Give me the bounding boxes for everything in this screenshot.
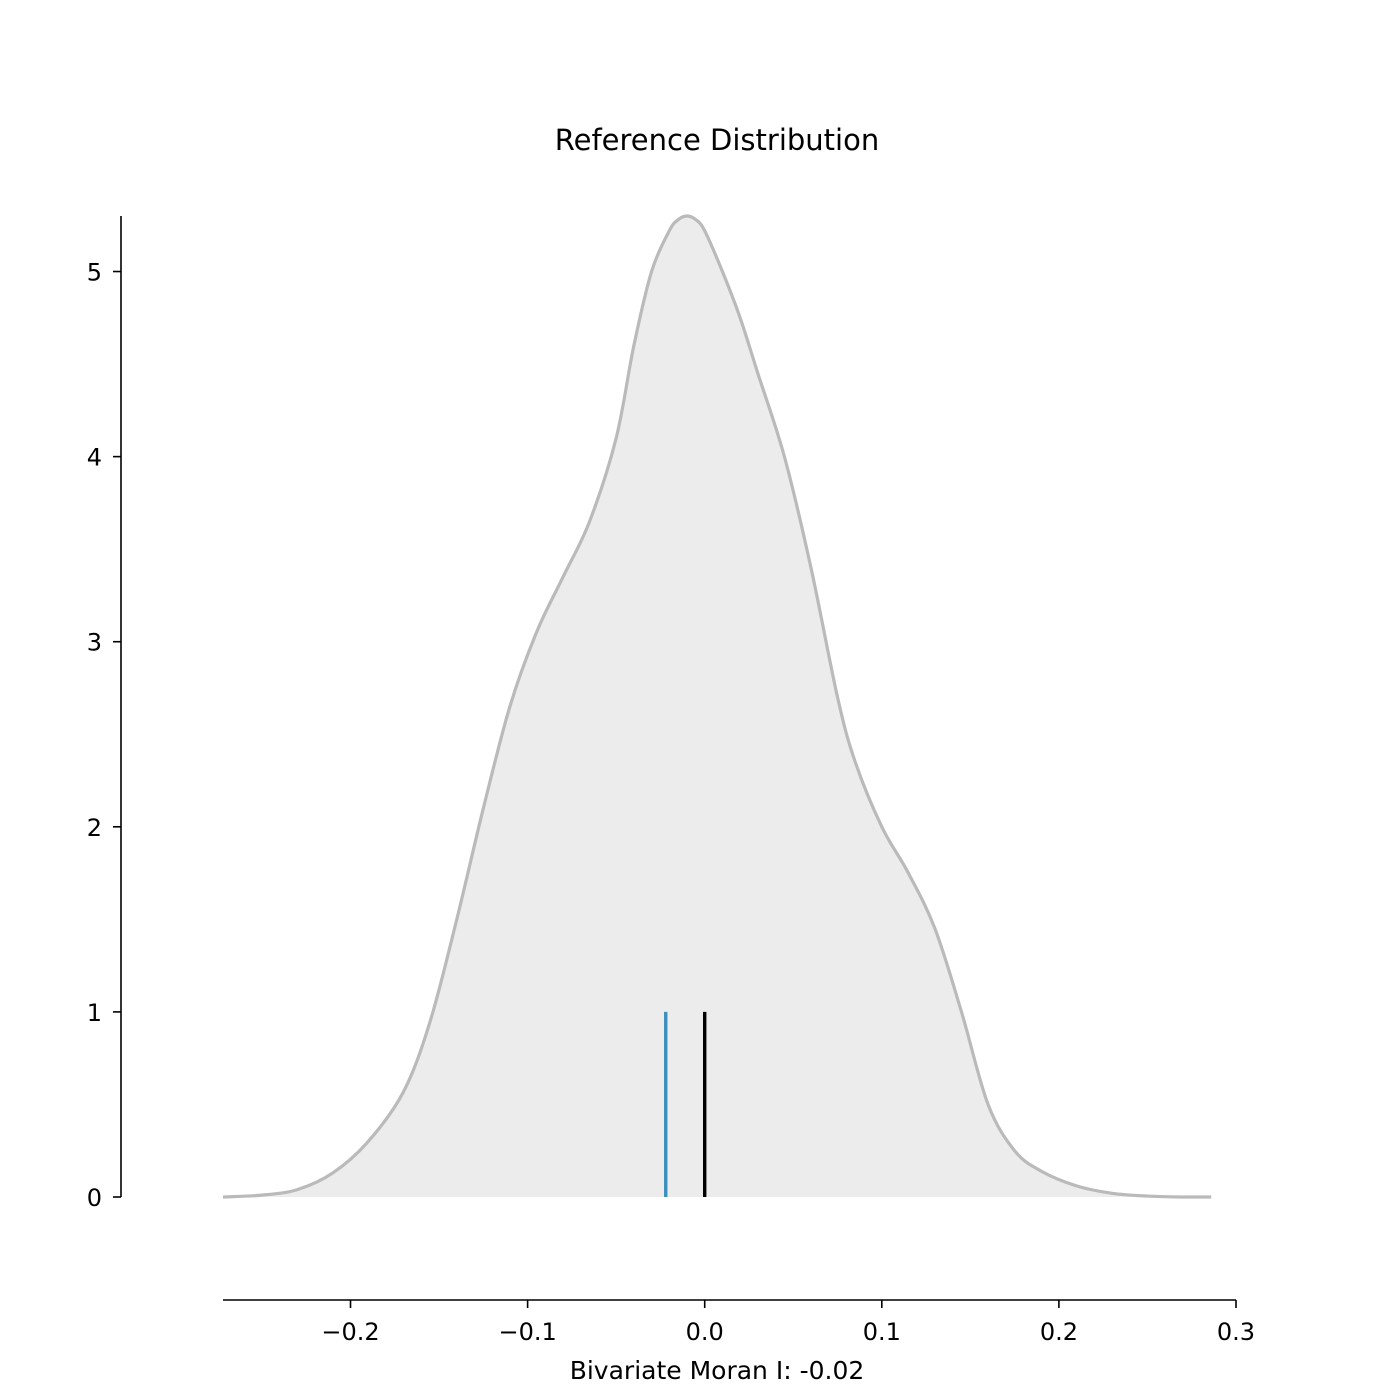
- x-tick-label: −0.2: [321, 1318, 379, 1346]
- y-tick-label: 5: [87, 259, 102, 287]
- x-ticks: −0.2 −0.1 0.0 0.1 0.2 0.3: [321, 1300, 1255, 1346]
- x-tick-label: −0.1: [498, 1318, 556, 1346]
- density-curve: [222, 214, 1212, 1199]
- y-tick-label: 0: [87, 1184, 102, 1212]
- y-ticks: 0 1 2 3 4 5: [87, 259, 121, 1212]
- y-tick-label: 3: [87, 629, 102, 657]
- x-tick-label: 0.3: [1217, 1318, 1255, 1346]
- x-tick-label: 0.0: [686, 1318, 724, 1346]
- reference-lines: [664, 1011, 707, 1197]
- x-tick-label: 0.1: [863, 1318, 901, 1346]
- chart-title: Reference Distribution: [555, 123, 879, 157]
- x-axis-label: Bivariate Moran I: -0.02: [570, 1356, 865, 1385]
- y-tick-label: 1: [87, 999, 102, 1027]
- density-layer: [222, 214, 1212, 1199]
- density-fill: [223, 216, 1212, 1197]
- y-tick-label: 2: [87, 814, 102, 842]
- y-tick-label: 4: [87, 444, 102, 472]
- x-tick-label: 0.2: [1040, 1318, 1078, 1346]
